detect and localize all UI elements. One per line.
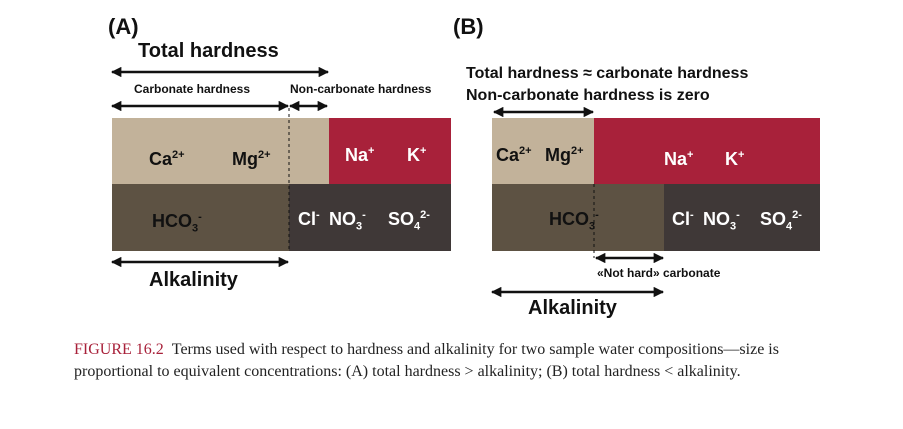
caption-text: Terms used with respect to hardness and …	[74, 341, 779, 380]
other-anions-block-a	[289, 184, 451, 251]
magnesium-ion-a: Mg2+	[232, 149, 271, 169]
bicarbonate-ion-b: HCO3-	[549, 209, 599, 233]
ca-mg-block-b	[492, 118, 594, 184]
total-approx-carbonate-label: Total hardness ≈ carbonate hardness	[466, 65, 749, 82]
bicarbonate-block-a	[112, 184, 289, 251]
bicarbonate-block-b	[492, 184, 664, 251]
calcium-ion-a: Ca2+	[149, 149, 185, 169]
non-carbonate-zero-label: Non-carbonate hardness is zero	[466, 87, 710, 104]
calcium-ion-b: Ca2+	[496, 145, 532, 165]
panel-b-label: (B)	[453, 14, 484, 39]
other-anions-block-b	[664, 184, 820, 251]
figure-number: FIGURE 16.2	[74, 341, 164, 358]
nitrate-ion-a: NO3-	[329, 209, 366, 233]
na-k-block-b	[594, 118, 820, 184]
figure-caption: FIGURE 16.2 Terms used with respect to h…	[74, 339, 854, 383]
sulfate-ion-b: SO42-	[760, 209, 802, 233]
non-carbonate-hardness-label: Non-carbonate hardness	[290, 82, 432, 96]
chloride-ion-b: Cl-	[672, 209, 694, 229]
not-hard-carbonate-label: «Not hard» carbonate	[597, 266, 721, 280]
alkalinity-label-b: Alkalinity	[528, 297, 617, 319]
potassium-ion-a: K+	[407, 145, 427, 165]
bicarbonate-ion-a: HCO3-	[152, 211, 202, 235]
sodium-ion-a: Na+	[345, 145, 375, 165]
panel-a-label: (A)	[108, 14, 139, 39]
nitrate-ion-b: NO3-	[703, 209, 740, 233]
carbonate-hardness-label: Carbonate hardness	[134, 82, 251, 96]
sodium-ion-b: Na+	[664, 149, 694, 169]
potassium-ion-b: K+	[725, 149, 745, 169]
magnesium-ion-b: Mg2+	[545, 145, 584, 165]
alkalinity-label-a: Alkalinity	[149, 269, 238, 291]
ca-mg-block-a	[112, 118, 329, 184]
total-hardness-label-a: Total hardness	[138, 40, 279, 62]
na-k-block-a	[329, 118, 451, 184]
chloride-ion-a: Cl-	[298, 209, 320, 229]
sulfate-ion-a: SO42-	[388, 209, 430, 233]
